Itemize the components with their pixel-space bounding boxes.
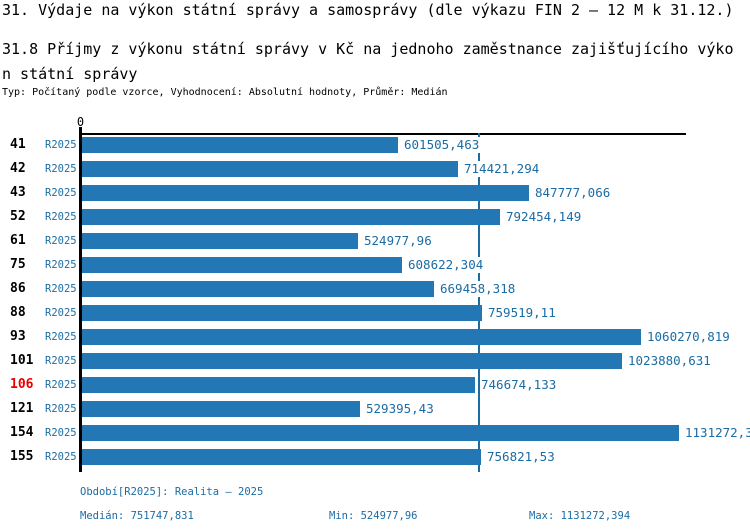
period-label: R2025 xyxy=(45,235,77,247)
value-bar xyxy=(82,233,358,249)
period-label: R2025 xyxy=(45,355,77,367)
value-label: 601505,463 xyxy=(403,137,481,153)
value-label: 847777,066 xyxy=(534,185,612,201)
value-label: 1060270,819 xyxy=(646,329,731,345)
axis-top-line xyxy=(80,133,686,135)
bar-row: 41 R2025 601505,463 xyxy=(0,137,750,153)
median-stat: Medián: 751747,831 xyxy=(80,510,194,522)
period-label: R2025 xyxy=(45,259,77,271)
max-stat: Max: 1131272,394 xyxy=(529,510,631,522)
bar-row: 75 R2025 608622,304 xyxy=(0,257,750,273)
period-label: R2025 xyxy=(45,163,77,175)
median-line xyxy=(478,133,480,472)
bar-row: 155 R2025 756821,53 xyxy=(0,449,750,465)
value-bar xyxy=(82,305,482,321)
value-bar xyxy=(82,209,500,225)
indicator-subtitle: 31.8 Příjmy z výkonu státní správy v Kč … xyxy=(2,40,734,83)
district-code-label: 101 xyxy=(10,353,34,368)
value-label: 1023880,631 xyxy=(627,353,712,369)
value-label: 714421,294 xyxy=(463,161,541,177)
y-axis-line xyxy=(79,127,82,472)
value-bar xyxy=(82,329,641,345)
value-bar xyxy=(82,281,434,297)
district-code-label: 86 xyxy=(10,281,26,296)
bar-row: 61 R2025 524977,96 xyxy=(0,233,750,249)
value-bar xyxy=(82,353,622,369)
period-label: R2025 xyxy=(45,427,77,439)
period-label: R2025 xyxy=(45,283,77,295)
district-code-label: 88 xyxy=(10,305,26,320)
value-bar xyxy=(82,137,398,153)
district-code-label: 93 xyxy=(10,329,26,344)
value-label: 529395,43 xyxy=(365,401,435,417)
value-bar xyxy=(82,161,458,177)
bar-row: 154 R2025 1131272,394 xyxy=(0,425,750,441)
bar-row: 42 R2025 714421,294 xyxy=(0,161,750,177)
period-label: R2025 xyxy=(45,331,77,343)
value-label: 669458,318 xyxy=(439,281,517,297)
district-code-label: 61 xyxy=(10,233,26,248)
value-label: 746674,133 xyxy=(480,377,558,393)
district-code-label-highlighted: 106 xyxy=(10,377,34,392)
bar-row: 88 R2025 759519,11 xyxy=(0,305,750,321)
value-bar xyxy=(82,257,402,273)
bar-row: 106 R2025 746674,133 xyxy=(0,377,750,393)
value-label: 792454,149 xyxy=(505,209,583,225)
period-label: R2025 xyxy=(45,451,77,463)
period-info: Období[R2025]: Realita – 2025 xyxy=(80,486,264,498)
bar-row: 93 R2025 1060270,819 xyxy=(0,329,750,345)
period-label: R2025 xyxy=(45,379,77,391)
value-label: 608622,304 xyxy=(407,257,485,273)
period-label: R2025 xyxy=(45,187,77,199)
value-bar xyxy=(82,449,481,465)
period-label: R2025 xyxy=(45,211,77,223)
bar-row: 52 R2025 792454,149 xyxy=(0,209,750,225)
axis-zero-label: 0 xyxy=(76,115,85,129)
min-stat: Min: 524977,96 xyxy=(329,510,418,522)
value-bar xyxy=(82,425,679,441)
value-label: 756821,53 xyxy=(486,449,556,465)
bar-row: 121 R2025 529395,43 xyxy=(0,401,750,417)
value-bar xyxy=(82,377,475,393)
district-code-label: 75 xyxy=(10,257,26,272)
district-code-label: 41 xyxy=(10,137,26,152)
period-label: R2025 xyxy=(45,139,77,151)
value-bar xyxy=(82,185,529,201)
district-code-label: 121 xyxy=(10,401,34,416)
period-label: R2025 xyxy=(45,307,77,319)
district-code-label: 52 xyxy=(10,209,26,224)
district-code-label: 154 xyxy=(10,425,34,440)
value-label: 524977,96 xyxy=(363,233,433,249)
value-label: 1131272,394 xyxy=(684,425,750,441)
district-code-label: 43 xyxy=(10,185,26,200)
bar-row: 101 R2025 1023880,631 xyxy=(0,353,750,369)
page-title: 31. Výdaje na výkon státní správy a samo… xyxy=(2,1,734,19)
bar-row: 86 R2025 669458,318 xyxy=(0,281,750,297)
district-code-label: 42 xyxy=(10,161,26,176)
district-code-label: 155 xyxy=(10,449,34,464)
value-bar xyxy=(82,401,360,417)
value-label: 759519,11 xyxy=(487,305,557,321)
period-label: R2025 xyxy=(45,403,77,415)
indicator-meta-line: Typ: Počítaný podle vzorce, Vyhodnocení:… xyxy=(2,87,448,98)
bar-row: 43 R2025 847777,066 xyxy=(0,185,750,201)
